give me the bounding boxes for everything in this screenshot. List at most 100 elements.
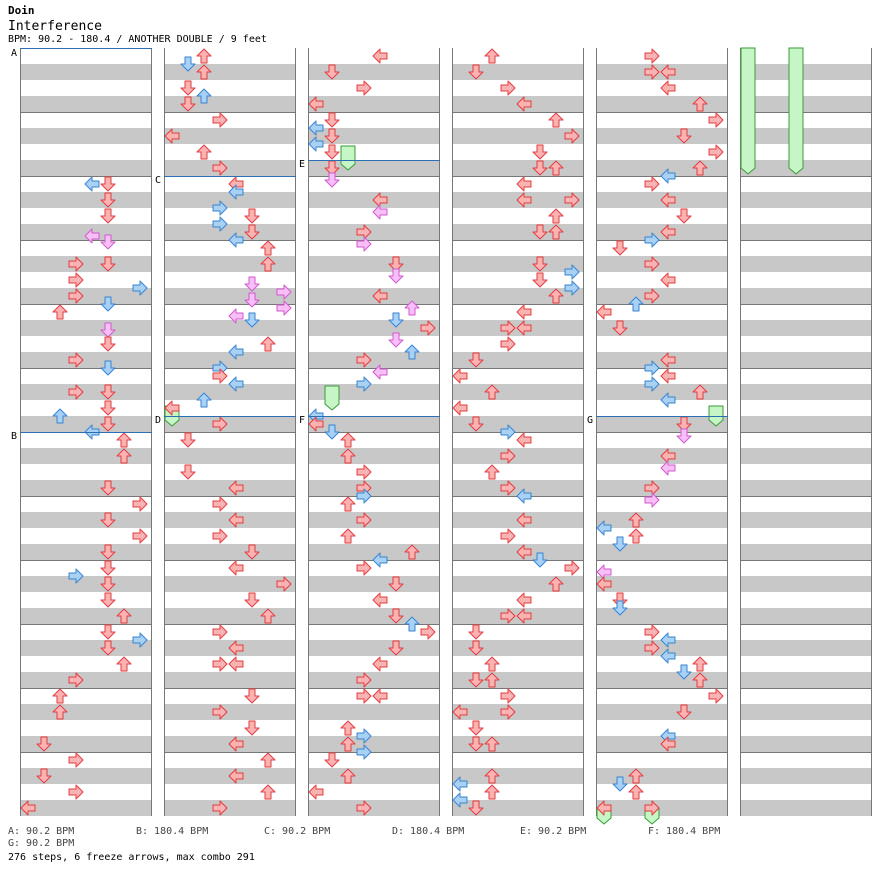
step-arrow-right <box>68 288 84 304</box>
step-arrow-up <box>52 304 68 320</box>
step-arrow-right <box>500 80 516 96</box>
beat-stripe <box>21 608 151 624</box>
step-arrow-left <box>228 736 244 752</box>
beat-stripe <box>309 736 439 752</box>
measure-line <box>165 496 295 497</box>
measure-line <box>165 112 295 113</box>
song-title: Interference <box>8 19 102 34</box>
step-arrow-up <box>260 240 276 256</box>
step-arrow-left <box>372 552 388 568</box>
step-arrow-down <box>388 332 404 348</box>
measure-line <box>597 112 727 113</box>
step-arrow-up <box>340 736 356 752</box>
measure-line <box>165 624 295 625</box>
step-arrow-down <box>612 320 628 336</box>
step-arrow-down <box>468 64 484 80</box>
beat-stripe <box>309 384 439 400</box>
step-arrow-right <box>644 288 660 304</box>
measure-line <box>309 688 439 689</box>
step-arrow-up <box>404 344 420 360</box>
measure-line <box>453 176 583 177</box>
step-arrow-up <box>260 336 276 352</box>
step-arrow-down <box>100 176 116 192</box>
beat-stripe <box>309 672 439 688</box>
beat-stripe <box>741 160 871 176</box>
beat-stripe <box>21 288 151 304</box>
step-arrow-right <box>356 236 372 252</box>
measure-line <box>453 240 583 241</box>
beat-stripe <box>309 224 439 240</box>
step-arrow-right <box>212 416 228 432</box>
beat-stripe <box>21 96 151 112</box>
step-arrow-left <box>516 320 532 336</box>
measure-line <box>597 560 727 561</box>
beat-stripe <box>21 320 151 336</box>
step-arrow-left <box>660 392 676 408</box>
beat-stripe <box>165 800 295 816</box>
step-arrow-left <box>516 544 532 560</box>
step-arrow-left <box>308 96 324 112</box>
step-arrow-up <box>692 656 708 672</box>
measure-line <box>309 368 439 369</box>
measure-line <box>597 432 727 433</box>
beat-stripe <box>597 256 727 272</box>
beat-stripe <box>741 640 871 656</box>
step-arrow-right <box>68 272 84 288</box>
beat-stripe <box>453 160 583 176</box>
step-arrow-down <box>612 240 628 256</box>
freeze-arrow <box>740 47 756 175</box>
step-arrow-left <box>372 364 388 380</box>
beat-stripe <box>165 448 295 464</box>
step-arrow-right <box>564 560 580 576</box>
beat-stripe <box>453 288 583 304</box>
step-arrow-right <box>420 624 436 640</box>
step-arrow-right <box>644 376 660 392</box>
bpm-legend-item: F: 180.4 BPM <box>648 826 721 837</box>
beat-stripe <box>597 480 727 496</box>
segment-line <box>308 160 440 161</box>
step-arrow-up <box>116 656 132 672</box>
step-arrow-down <box>388 256 404 272</box>
step-arrow-down <box>180 80 196 96</box>
beat-stripe <box>453 352 583 368</box>
step-arrow-up <box>484 784 500 800</box>
step-arrow-down <box>388 576 404 592</box>
measure-line <box>453 624 583 625</box>
segment-label: E <box>299 159 306 170</box>
step-arrow-right <box>420 320 436 336</box>
step-arrow-down <box>180 96 196 112</box>
step-arrow-right <box>500 528 516 544</box>
step-arrow-right <box>276 284 292 300</box>
beat-stripe <box>309 320 439 336</box>
beat-stripe <box>741 512 871 528</box>
measure-line <box>597 688 727 689</box>
beat-stripe <box>597 416 727 432</box>
step-arrow-left <box>516 512 532 528</box>
beat-stripe <box>453 128 583 144</box>
step-arrow-right <box>564 192 580 208</box>
beat-stripe <box>165 416 295 432</box>
step-arrow-right <box>68 256 84 272</box>
beat-stripe <box>741 352 871 368</box>
beat-stripe <box>597 768 727 784</box>
beat-stripe <box>597 672 727 688</box>
measure-line <box>741 176 871 177</box>
measure-line <box>597 304 727 305</box>
measure-line <box>741 368 871 369</box>
step-arrow-left <box>660 368 676 384</box>
beat-stripe <box>741 608 871 624</box>
step-arrow-left <box>308 136 324 152</box>
beat-stripe <box>165 544 295 560</box>
step-arrow-down <box>468 416 484 432</box>
beat-stripe <box>309 544 439 560</box>
beat-stripe <box>21 224 151 240</box>
beat-stripe <box>597 288 727 304</box>
step-arrow-down <box>532 160 548 176</box>
measure-line <box>21 560 151 561</box>
step-arrow-right <box>356 728 372 744</box>
step-arrow-right <box>68 784 84 800</box>
step-arrow-left <box>308 784 324 800</box>
step-arrow-right <box>132 528 148 544</box>
step-arrow-left <box>660 64 676 80</box>
step-arrow-right <box>500 608 516 624</box>
